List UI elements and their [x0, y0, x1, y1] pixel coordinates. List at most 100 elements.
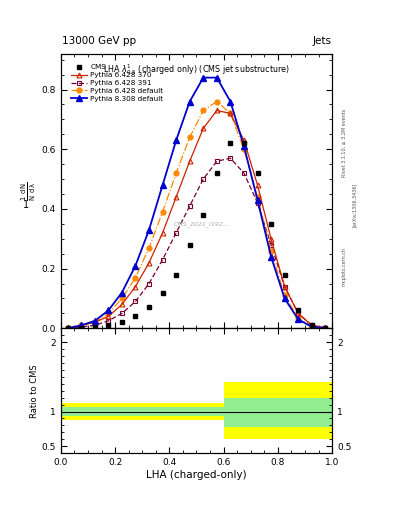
Pythia 6.428 391	[106, 318, 111, 324]
CMS	[92, 324, 97, 330]
Text: Jets: Jets	[312, 36, 331, 46]
CMS	[79, 325, 84, 331]
CMS	[296, 307, 301, 313]
Pythia 8.308 default	[228, 98, 233, 104]
Pythia 6.428 391	[201, 176, 206, 182]
Text: 1: 1	[23, 200, 29, 210]
Pythia 6.428 370	[309, 322, 314, 328]
CMS	[147, 304, 151, 310]
Pythia 8.308 default	[187, 98, 192, 104]
Pythia 6.428 default	[201, 108, 206, 114]
Pythia 6.428 370	[92, 319, 97, 326]
Pythia 6.428 391	[92, 322, 97, 328]
Pythia 6.428 370	[106, 313, 111, 319]
Pythia 6.428 default	[242, 146, 246, 153]
Pythia 6.428 default	[79, 322, 84, 328]
CMS	[282, 271, 287, 278]
Pythia 6.428 default	[215, 98, 219, 104]
Pythia 6.428 391	[133, 298, 138, 305]
Pythia 6.428 370	[323, 325, 328, 331]
Text: mcplots.cern.ch: mcplots.cern.ch	[342, 247, 347, 286]
CMS	[174, 271, 178, 278]
Pythia 6.428 391	[255, 200, 260, 206]
Pythia 6.428 default	[323, 325, 328, 331]
Text: CMS_2021_I192...: CMS_2021_I192...	[174, 221, 230, 227]
Legend: CMS, Pythia 6.428 370, Pythia 6.428 391, Pythia 6.428 default, Pythia 8.308 defa: CMS, Pythia 6.428 370, Pythia 6.428 391,…	[70, 63, 165, 103]
Pythia 6.428 370	[296, 310, 301, 316]
Pythia 6.428 default	[160, 209, 165, 215]
Pythia 6.428 391	[65, 325, 70, 331]
Pythia 6.428 391	[215, 158, 219, 164]
CMS	[269, 221, 274, 227]
Pythia 6.428 370	[133, 284, 138, 290]
Pythia 8.308 default	[242, 143, 246, 150]
Pythia 6.428 391	[269, 242, 274, 248]
Pythia 8.308 default	[215, 75, 219, 81]
CMS	[160, 289, 165, 295]
Pythia 6.428 default	[282, 292, 287, 298]
Line: Pythia 6.428 default: Pythia 6.428 default	[65, 99, 328, 331]
Pythia 6.428 default	[92, 319, 97, 326]
CMS	[187, 242, 192, 248]
Pythia 6.428 default	[269, 248, 274, 254]
Pythia 6.428 370	[255, 182, 260, 188]
Pythia 8.308 default	[119, 289, 124, 295]
Pythia 8.308 default	[201, 75, 206, 81]
Pythia 6.428 default	[147, 245, 151, 251]
Pythia 8.308 default	[133, 263, 138, 269]
Pythia 6.428 370	[187, 158, 192, 164]
Line: Pythia 6.428 391: Pythia 6.428 391	[65, 156, 328, 331]
Pythia 6.428 391	[79, 324, 84, 330]
Pythia 8.308 default	[106, 307, 111, 313]
Pythia 6.428 370	[174, 194, 178, 200]
Pythia 8.308 default	[92, 318, 97, 324]
Line: Pythia 8.308 default: Pythia 8.308 default	[64, 75, 329, 331]
Pythia 6.428 370	[242, 137, 246, 143]
Line: CMS: CMS	[65, 141, 328, 331]
Pythia 6.428 370	[282, 284, 287, 290]
CMS	[255, 170, 260, 176]
Pythia 6.428 370	[65, 325, 70, 331]
Text: 13000 GeV pp: 13000 GeV pp	[62, 36, 136, 46]
Pythia 6.428 391	[309, 322, 314, 328]
Pythia 6.428 391	[282, 284, 287, 290]
Pythia 8.308 default	[255, 197, 260, 203]
Pythia 6.428 default	[174, 170, 178, 176]
Pythia 8.308 default	[174, 137, 178, 143]
Pythia 8.308 default	[296, 316, 301, 323]
CMS	[119, 319, 124, 326]
Pythia 8.308 default	[160, 182, 165, 188]
Pythia 6.428 391	[187, 203, 192, 209]
Pythia 6.428 370	[147, 260, 151, 266]
Pythia 6.428 default	[228, 111, 233, 117]
Pythia 6.428 default	[119, 295, 124, 302]
Pythia 6.428 391	[228, 155, 233, 161]
CMS	[323, 325, 328, 331]
Line: Pythia 6.428 370: Pythia 6.428 370	[65, 108, 328, 331]
Pythia 6.428 370	[119, 302, 124, 308]
Pythia 6.428 391	[323, 325, 328, 331]
Pythia 6.428 391	[174, 230, 178, 236]
Y-axis label: $\mathregular{\frac{1}{N}\,\frac{dN}{d\lambda}}$: $\mathregular{\frac{1}{N}\,\frac{dN}{d\l…	[19, 181, 37, 201]
Pythia 6.428 391	[160, 257, 165, 263]
CMS	[228, 140, 233, 146]
Pythia 6.428 370	[79, 322, 84, 328]
CMS	[201, 212, 206, 218]
Pythia 8.308 default	[79, 322, 84, 328]
Pythia 6.428 370	[228, 111, 233, 117]
Pythia 6.428 391	[242, 170, 246, 176]
Pythia 6.428 370	[269, 236, 274, 242]
CMS	[309, 322, 314, 328]
Pythia 6.428 370	[160, 230, 165, 236]
Pythia 6.428 default	[133, 274, 138, 281]
Pythia 8.308 default	[269, 253, 274, 260]
Pythia 8.308 default	[282, 295, 287, 302]
Pythia 8.308 default	[323, 325, 328, 331]
Text: LHA $\lambda^1_{0.5}$ (charged only) (CMS jet substructure): LHA $\lambda^1_{0.5}$ (charged only) (CM…	[103, 62, 290, 77]
Pythia 6.428 391	[147, 281, 151, 287]
Text: [arXiv:1306.3436]: [arXiv:1306.3436]	[352, 183, 357, 227]
Pythia 6.428 default	[106, 310, 111, 316]
CMS	[106, 322, 111, 328]
Pythia 6.428 default	[255, 194, 260, 200]
Pythia 6.428 391	[119, 310, 124, 316]
